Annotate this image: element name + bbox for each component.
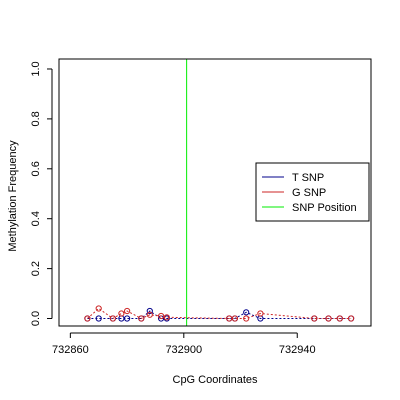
g-snp-point xyxy=(226,315,233,322)
legend: T SNP G SNP SNP Position xyxy=(255,162,370,222)
g-snp-point xyxy=(348,315,355,322)
y-tick-label: 0.4 xyxy=(30,211,42,226)
x-tick-label: 732940 xyxy=(279,344,316,356)
g-snp-point xyxy=(311,315,318,322)
y-tick-label: 0.8 xyxy=(30,111,42,126)
x-axis-label: CpG Coordinates xyxy=(173,374,258,386)
t-snp-point xyxy=(124,315,131,322)
x-tick-label: 732860 xyxy=(52,344,89,356)
g-snp-point xyxy=(84,315,91,322)
g-snp-point xyxy=(257,310,264,317)
g-snp-line xyxy=(87,307,352,320)
y-tick-label: 1.0 xyxy=(30,61,42,76)
y-tick-label: 0.6 xyxy=(30,161,42,176)
y-tick-label: 0.2 xyxy=(30,261,42,276)
g-snp-point xyxy=(124,307,131,315)
g-snp-point xyxy=(243,315,250,322)
g-snp-point xyxy=(118,310,125,317)
legend-label-g-snp: G SNP xyxy=(292,187,326,199)
g-snp-point xyxy=(95,305,102,312)
t-snp-point xyxy=(95,315,102,322)
g-snp-point xyxy=(163,314,170,321)
x-tick-label: 732900 xyxy=(165,344,202,356)
legend-label-snp-position: SNP Position xyxy=(292,202,357,214)
g-snp-point xyxy=(336,315,343,322)
y-tick-label: 0.0 xyxy=(30,311,42,326)
y-axis-label: Methylation Frequency xyxy=(7,140,19,252)
g-snp-point xyxy=(109,315,117,322)
g-snp-point xyxy=(325,315,332,322)
g-snp-point xyxy=(146,311,153,318)
t-snp-point xyxy=(243,309,250,316)
plot-frame xyxy=(58,58,372,327)
g-snp-point xyxy=(138,315,145,322)
axis-layer: 732860 732900 732940 0.0 0.2 0.4 0.6 0.8 1.0 xyxy=(30,61,316,356)
g-snp-point xyxy=(158,312,165,320)
legend-label-t-snp: T SNP xyxy=(292,172,324,184)
g-snp-point xyxy=(231,315,238,322)
t-snp-line xyxy=(87,310,352,319)
series-layer xyxy=(84,305,355,322)
t-snp-point xyxy=(146,307,153,315)
